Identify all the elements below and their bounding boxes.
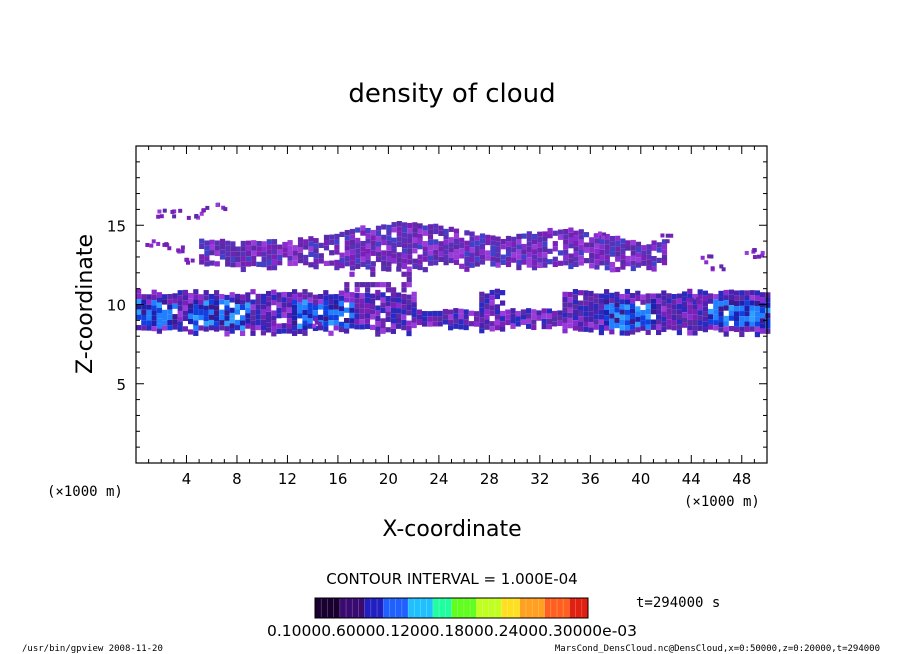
footer-left: /usr/bin/gpview 2008-11-20: [22, 644, 163, 654]
y-tick-labels: 5 10 15: [107, 217, 126, 394]
footer-right: MarsCond_DensCloud.nc@DensCloud,x=0:5000…: [555, 644, 880, 654]
x-tick-label: 4: [182, 470, 192, 488]
x-tick-label: 32: [530, 470, 549, 488]
cloud-density-field: [136, 202, 771, 338]
x-tick-label: 16: [328, 470, 347, 488]
colorbar-labels: 0.10000.60000.12000.18000.24000.30000e-0…: [267, 622, 637, 640]
x-tick-label: 8: [232, 470, 242, 488]
x-unit-right: (×1000 m): [684, 494, 760, 510]
x-tick-label: 36: [581, 470, 600, 488]
chart-title: density of cloud: [348, 79, 555, 109]
colorbar-frame: [314, 597, 589, 619]
colorbar: [314, 598, 589, 618]
x-tick-label: 48: [732, 470, 751, 488]
axis-ticks: [136, 146, 767, 463]
x-tick-label: 40: [631, 470, 650, 488]
x-unit-left: (×1000 m): [47, 484, 123, 500]
y-tick-label: 5: [116, 376, 126, 394]
x-tick-label: 12: [278, 470, 297, 488]
x-axis-label: X-coordinate: [382, 517, 521, 542]
x-tick-label: 24: [429, 470, 448, 488]
y-tick-label: 10: [107, 297, 126, 315]
x-tick-label: 44: [682, 470, 701, 488]
y-tick-label: 15: [107, 217, 126, 235]
y-axis-label: Z-coordinate: [73, 234, 98, 374]
x-tick-label: 28: [480, 470, 499, 488]
x-tick-label: 20: [379, 470, 398, 488]
contour-interval: CONTOUR INTERVAL = 1.000E-04: [326, 570, 577, 588]
x-tick-labels: 4 8 12 16 20 24 28 32 36 40 44 48: [182, 470, 752, 488]
time-label: t=294000 s: [636, 595, 720, 611]
